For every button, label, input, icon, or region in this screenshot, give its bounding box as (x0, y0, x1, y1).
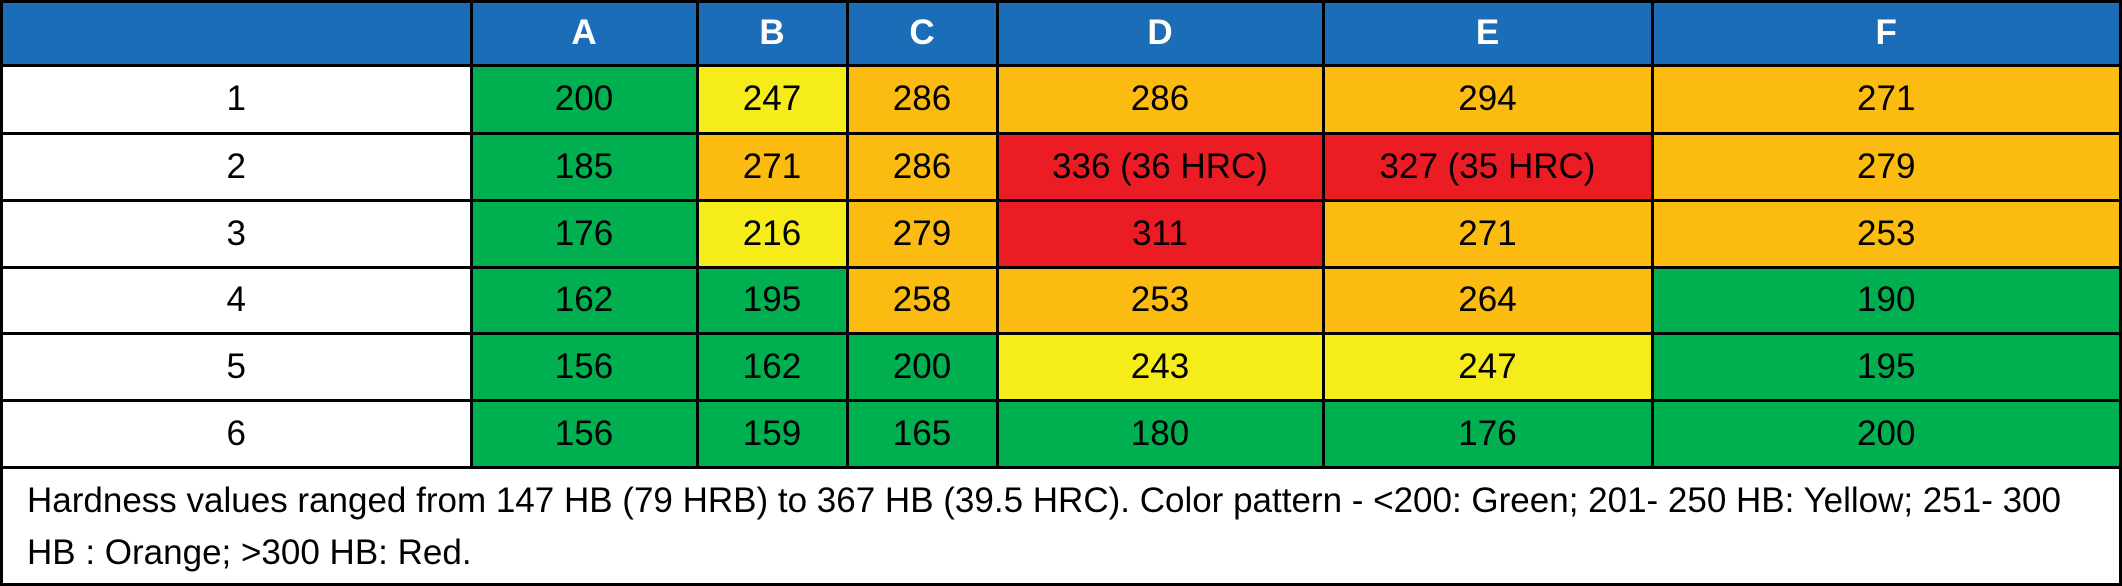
hardness-cell: 258 (848, 268, 996, 332)
hardness-cell: 156 (472, 334, 696, 399)
row-label: 1 (3, 66, 470, 132)
hardness-cell: 286 (848, 66, 996, 132)
hardness-cell: 311 (998, 201, 1322, 266)
hardness-cell: 176 (1324, 401, 1651, 466)
hardness-cell: 162 (472, 268, 696, 332)
hardness-cell: 279 (848, 201, 996, 266)
hardness-cell: 286 (998, 66, 1322, 132)
hardness-cell: 216 (698, 201, 846, 266)
column-header: A (472, 3, 696, 64)
hardness-cell: 327 (35 HRC) (1324, 134, 1651, 199)
hardness-cell: 271 (698, 134, 846, 199)
hardness-cell: 190 (1653, 268, 2119, 332)
hardness-cell: 294 (1324, 66, 1651, 132)
header-corner (3, 3, 470, 64)
hardness-cell: 176 (472, 201, 696, 266)
hardness-cell: 286 (848, 134, 996, 199)
column-header: E (1324, 3, 1651, 64)
hardness-cell: 243 (998, 334, 1322, 399)
hardness-cell: 247 (698, 66, 846, 132)
column-header: D (998, 3, 1322, 64)
hardness-cell: 253 (1653, 201, 2119, 266)
hardness-cell: 165 (848, 401, 996, 466)
hardness-cell: 253 (998, 268, 1322, 332)
column-header: B (698, 3, 846, 64)
row-label: 2 (3, 134, 470, 199)
column-header: F (1653, 3, 2119, 64)
hardness-cell: 264 (1324, 268, 1651, 332)
hardness-cell: 200 (848, 334, 996, 399)
hardness-cell: 200 (1653, 401, 2119, 466)
hardness-cell: 156 (472, 401, 696, 466)
hardness-cell: 271 (1324, 201, 1651, 266)
row-label: 4 (3, 268, 470, 332)
hardness-cell: 195 (698, 268, 846, 332)
hardness-cell: 185 (472, 134, 696, 199)
hardness-cell: 336 (36 HRC) (998, 134, 1322, 199)
hardness-cell: 279 (1653, 134, 2119, 199)
row-label: 6 (3, 401, 470, 466)
hardness-cell: 271 (1653, 66, 2119, 132)
column-header: C (848, 3, 996, 64)
hardness-cell: 200 (472, 66, 696, 132)
row-label: 3 (3, 201, 470, 266)
row-label: 5 (3, 334, 470, 399)
hardness-cell: 162 (698, 334, 846, 399)
hardness-cell: 180 (998, 401, 1322, 466)
table-note: Hardness values ranged from 147 HB (79 H… (3, 469, 2119, 583)
hardness-cell: 247 (1324, 334, 1651, 399)
hardness-cell: 195 (1653, 334, 2119, 399)
hardness-cell: 159 (698, 401, 846, 466)
